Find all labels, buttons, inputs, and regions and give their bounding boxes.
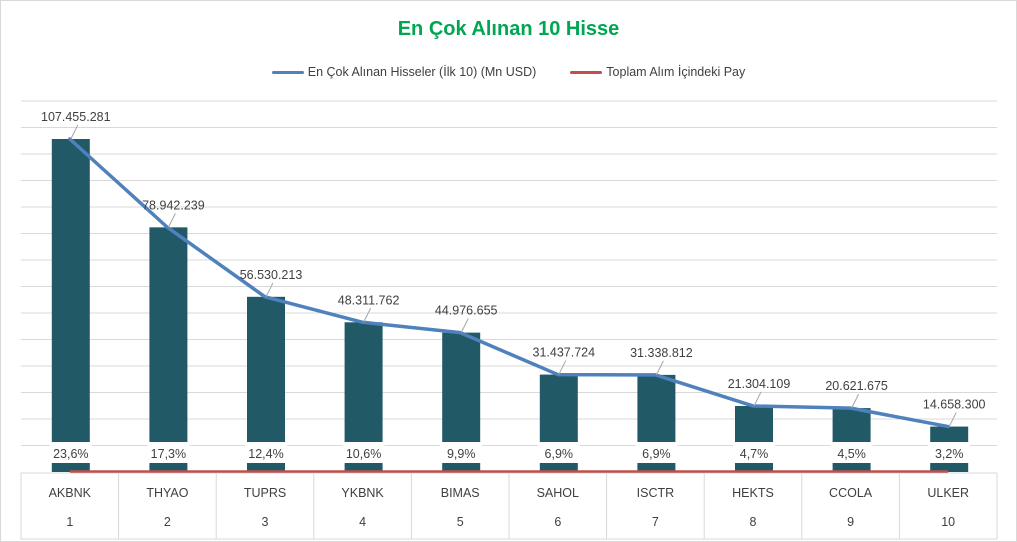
leader-line bbox=[948, 412, 957, 427]
share-label: 3,2% bbox=[935, 447, 964, 461]
share-label: 12,4% bbox=[248, 447, 283, 461]
value-label: 14.658.300 bbox=[923, 398, 986, 412]
share-label: 17,3% bbox=[151, 447, 186, 461]
share-label-box bbox=[147, 442, 190, 463]
rank-label: 4 bbox=[359, 515, 366, 529]
bar-thyao bbox=[149, 227, 188, 472]
value-series-line bbox=[68, 137, 950, 429]
share-label: 6,9% bbox=[642, 447, 671, 461]
leader-line bbox=[363, 308, 372, 323]
legend-swatch-share bbox=[570, 70, 603, 74]
share-label: 4,7% bbox=[740, 447, 769, 461]
legend-item-share: Toplam Alım İçindeki Pay bbox=[570, 65, 745, 79]
share-label: 9,9% bbox=[447, 447, 476, 461]
chart-title: En Çok Alınan 10 Hisse bbox=[397, 18, 620, 40]
value-label: 31.338.812 bbox=[630, 346, 693, 360]
rank-label: 9 bbox=[847, 515, 854, 529]
category-label: THYAO bbox=[146, 486, 188, 500]
leader-line bbox=[70, 124, 79, 140]
category-label: ISCTR bbox=[637, 486, 675, 500]
rank-label: 5 bbox=[457, 515, 464, 529]
rank-label: 3 bbox=[262, 515, 269, 529]
category-label: CCOLA bbox=[829, 486, 873, 500]
legend-label-values: En Çok Alınan Hisseler (İlk 10) (Mn USD) bbox=[307, 65, 537, 79]
bar-akbnk bbox=[51, 139, 90, 472]
legend-swatch-values bbox=[271, 70, 304, 74]
value-label: 48.311.762 bbox=[338, 293, 400, 307]
share-label-box bbox=[49, 442, 92, 463]
legend-item-values: En Çok Alınan Hisseler (İlk 10) (Mn USD) bbox=[271, 65, 537, 79]
share-label-box bbox=[928, 442, 971, 463]
leader-line bbox=[460, 318, 469, 333]
share-label-box bbox=[635, 442, 678, 463]
legend: En Çok Alınan Hisseler (İlk 10) (Mn USD)… bbox=[1, 63, 1016, 81]
share-label-box bbox=[733, 442, 775, 463]
share-label: 23,6% bbox=[53, 447, 88, 461]
share-label-box bbox=[537, 442, 580, 463]
value-label: 21.304.109 bbox=[728, 377, 791, 391]
rank-label: 2 bbox=[164, 515, 171, 529]
category-label: BIMAS bbox=[441, 486, 480, 500]
value-label: 44.976.655 bbox=[435, 304, 498, 318]
share-label: 10,6% bbox=[346, 447, 381, 461]
category-label: ULKER bbox=[927, 486, 969, 500]
rank-label: 10 bbox=[941, 515, 955, 529]
share-label-box bbox=[440, 442, 483, 463]
rank-label: 6 bbox=[554, 515, 561, 529]
share-label-box bbox=[830, 442, 873, 463]
leader-line bbox=[753, 391, 762, 407]
category-label: TUPRS bbox=[244, 486, 286, 500]
value-label: 20.621.675 bbox=[825, 379, 888, 393]
leader-line bbox=[655, 360, 664, 376]
share-label-box bbox=[245, 442, 287, 463]
legend-label-share: Toplam Alım İçindeki Pay bbox=[606, 65, 746, 79]
leader-line bbox=[265, 282, 274, 298]
rank-label: 8 bbox=[750, 515, 757, 529]
category-label: YKBNK bbox=[341, 486, 384, 500]
value-label: 107.455.281 bbox=[41, 110, 111, 124]
rank-label: 7 bbox=[652, 515, 659, 529]
leader-line bbox=[167, 213, 176, 228]
value-label: 31.437.724 bbox=[533, 346, 596, 360]
share-label-box bbox=[342, 442, 385, 463]
share-label: 6,9% bbox=[545, 447, 574, 461]
category-label: AKBNK bbox=[49, 486, 92, 500]
value-label: 56.530.213 bbox=[240, 268, 303, 282]
value-label: 78.942.239 bbox=[142, 198, 205, 212]
rank-label: 1 bbox=[66, 515, 73, 529]
leader-line bbox=[558, 360, 567, 375]
share-label: 4,5% bbox=[837, 447, 866, 461]
category-label: HEKTS bbox=[732, 486, 774, 500]
category-label: SAHOL bbox=[537, 486, 579, 500]
leader-line bbox=[851, 393, 860, 409]
